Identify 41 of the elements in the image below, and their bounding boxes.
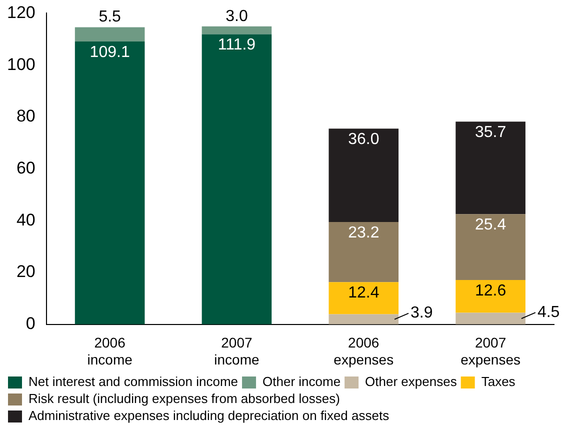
data-label: 109.1 [90, 44, 130, 61]
bar [74, 27, 145, 42]
bar [328, 222, 399, 282]
y-tick-label: 60 [16, 158, 36, 178]
data-label: 25.4 [474, 216, 506, 234]
data-label: 12.4 [348, 284, 380, 302]
y-tick-label: 20 [16, 262, 36, 282]
data-label: 23.2 [348, 224, 380, 242]
data-label: 12.6 [474, 282, 506, 300]
legend-label: Net interest and commission income [28, 374, 238, 390]
data-label: 3.9 [410, 304, 433, 322]
legend-label: Other expenses [365, 374, 458, 390]
bar [456, 214, 526, 280]
bar [328, 282, 399, 314]
legend-label: Risk result (including expenses from absorbed losses) [28, 391, 340, 406]
data-label: 5.5 [98, 8, 122, 26]
legend-label: Other income [262, 374, 341, 390]
x-tick-label: 2007 income [214, 334, 260, 368]
data-label: 35.7 [474, 124, 506, 142]
y-tick-label: 80 [16, 106, 36, 126]
bar [74, 41, 145, 324]
data-label: 3.0 [226, 8, 248, 25]
y-tick-label: 120 [6, 2, 36, 22]
x-tick-label: 2007 expenses [460, 334, 521, 368]
legend-label: Administrative expenses including depreciation on fixed assets [28, 408, 390, 424]
y-tick-label: 40 [16, 210, 36, 230]
y-tick-label: 100 [6, 54, 36, 74]
legend-label: Taxes [481, 374, 516, 390]
data-label: 36.0 [348, 131, 380, 148]
bar [456, 280, 526, 313]
bar [456, 312, 526, 324]
x-tick-label: 2006 income [87, 334, 133, 368]
x-tick-label: 2006 expenses [334, 334, 394, 368]
bar [456, 122, 526, 214]
data-label: 111.9 [218, 36, 256, 54]
bar [202, 26, 272, 34]
bar [202, 34, 272, 324]
y-tick-label: 0 [26, 314, 36, 334]
bar [328, 314, 399, 324]
bar [328, 128, 399, 222]
data-label: 4.5 [537, 304, 560, 321]
